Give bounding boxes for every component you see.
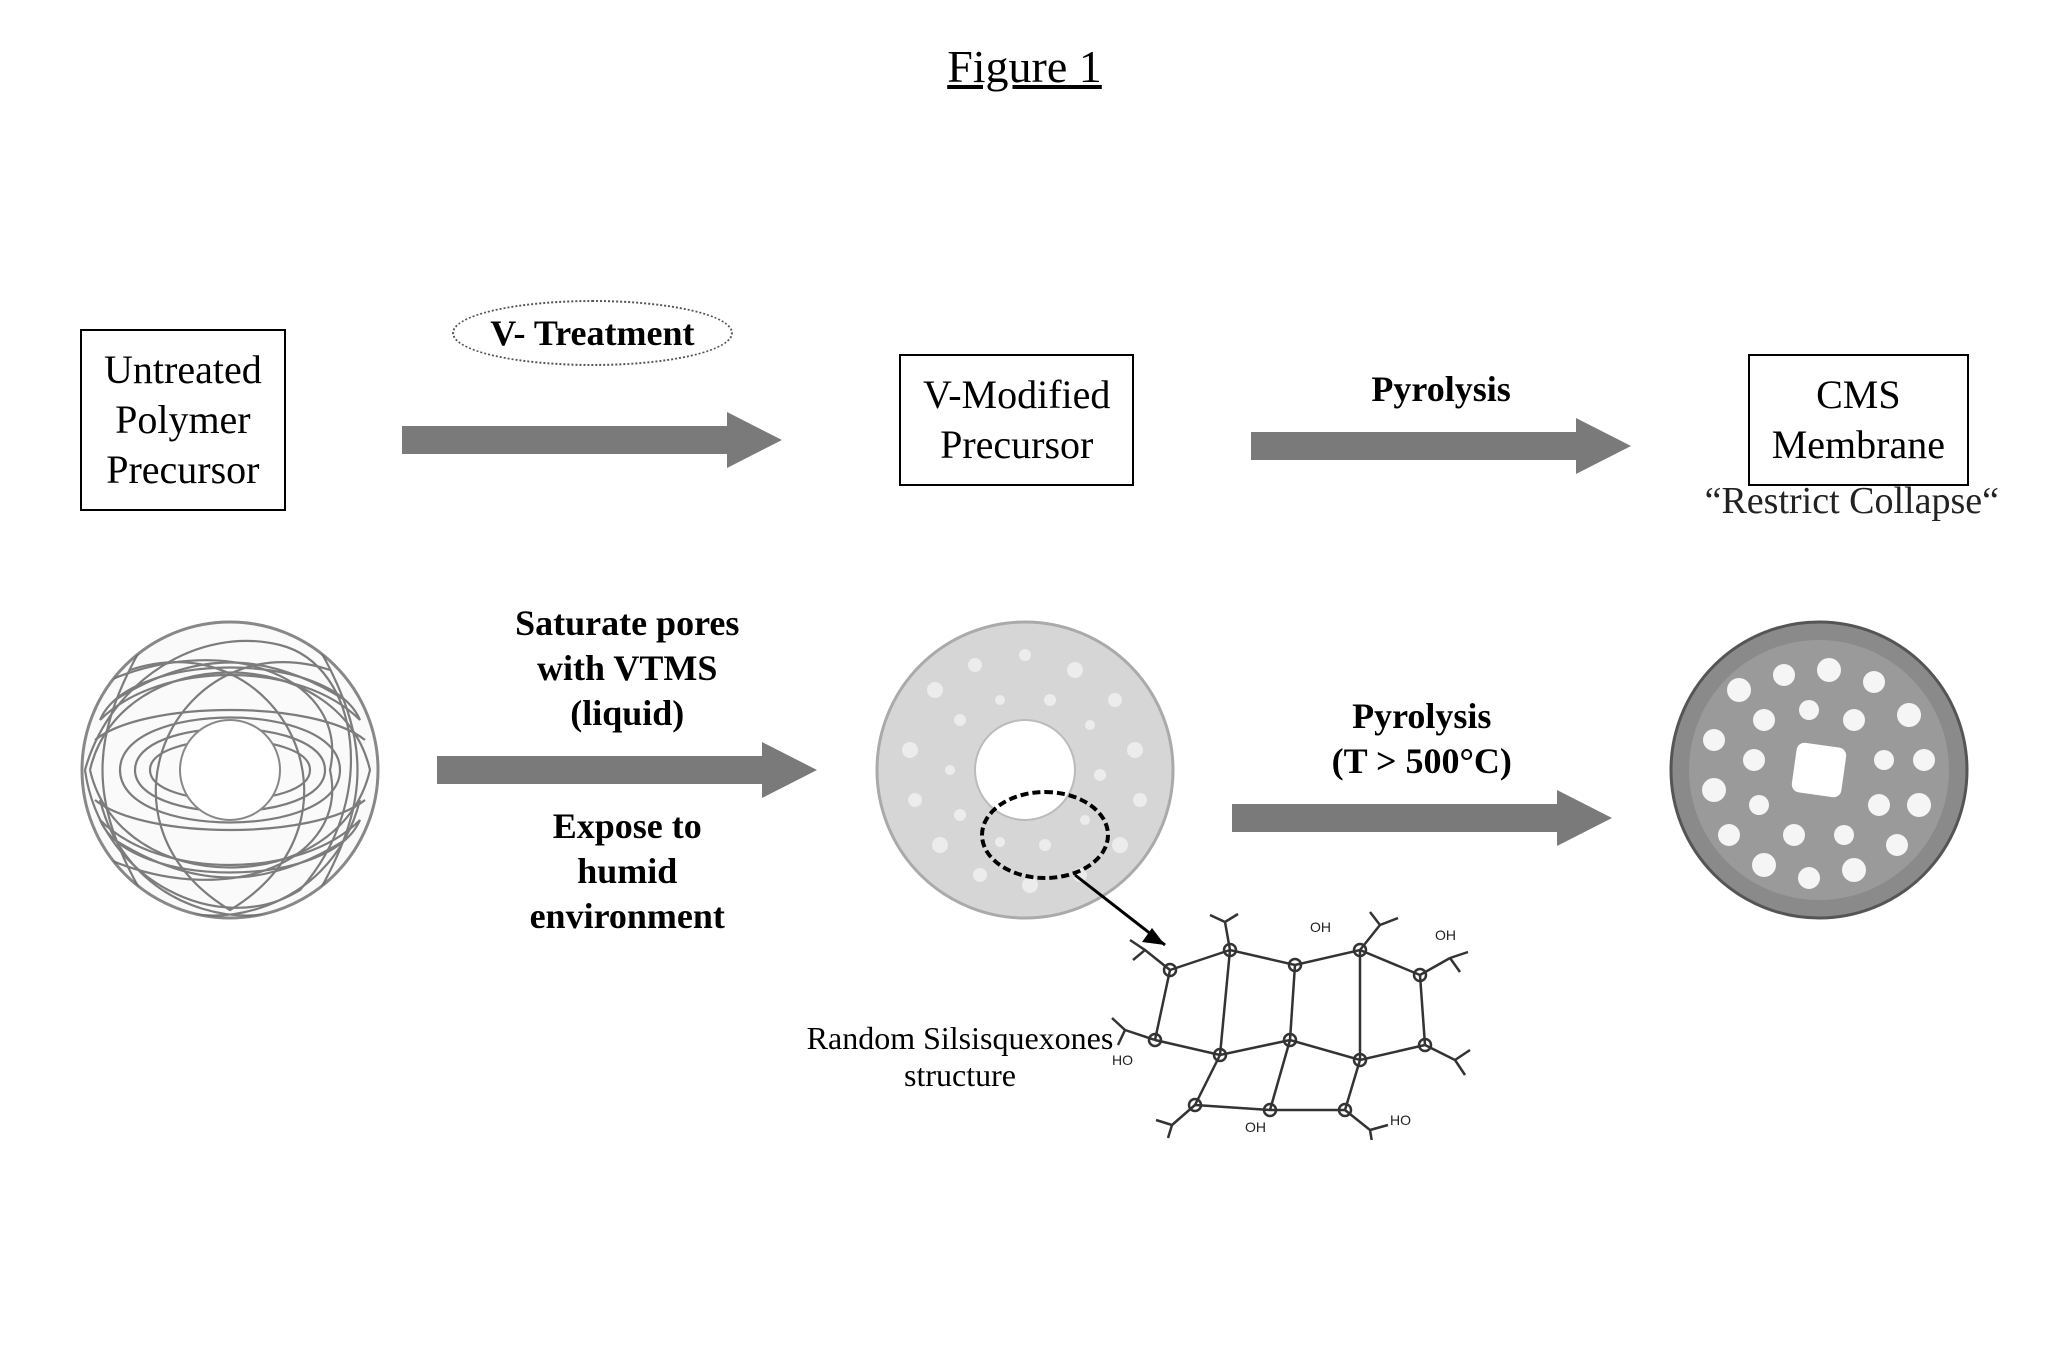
svg-text:OH: OH — [1245, 1119, 1266, 1135]
arrow-icon — [1251, 418, 1631, 474]
box-v-modified-precursor: V-Modified Precursor — [899, 354, 1134, 486]
bottom-flow-row: Saturate pores with VTMS (liquid) Expose… — [80, 600, 1969, 940]
ellipse-v-treatment: V- Treatment — [452, 300, 732, 366]
svg-text:HO: HO — [1390, 1112, 1411, 1128]
molecule-caption: Random Silsisquexones structure — [780, 1020, 1140, 1094]
top-flow-row: Untreated Polymer Precursor V- Treatment… — [80, 330, 1969, 510]
dashed-callout-ellipse — [980, 790, 1110, 880]
arrow-icon — [437, 742, 817, 798]
box-cms-membrane: CMS Membrane — [1748, 354, 1969, 486]
arrow-pyrolysis-top: Pyrolysis — [1134, 367, 1747, 474]
arrow-label-expose: Expose to humid environment — [530, 804, 725, 939]
silsesquioxane-molecule-icon: OH OH HO OH HO — [1110, 910, 1480, 1140]
cms-membrane-graphic — [1669, 620, 1969, 920]
label-restrict-collapse: “Restrict Collapse“ — [1639, 479, 1999, 523]
svg-text:OH: OH — [1310, 919, 1331, 935]
arrow-label-pyrolysis: Pyrolysis — [1371, 367, 1510, 412]
arrow-saturate-expose: Saturate pores with VTMS (liquid) Expose… — [380, 601, 875, 939]
box-untreated-precursor: Untreated Polymer Precursor — [80, 329, 286, 511]
figure-title: Figure 1 — [947, 40, 1102, 93]
arrow-label-pyrolysis-temp: Pyrolysis (T > 500°C) — [1332, 694, 1512, 784]
arrow-icon — [1232, 790, 1612, 846]
svg-text:OH: OH — [1435, 927, 1456, 943]
arrow-pyrolysis-bottom: Pyrolysis (T > 500°C) — [1175, 694, 1670, 846]
arrow-v-treatment: V- Treatment — [286, 372, 899, 468]
arrow-label-saturate: Saturate pores with VTMS (liquid) — [515, 601, 739, 736]
precursor-torus-graphic — [80, 620, 380, 920]
arrow-icon — [402, 412, 782, 468]
